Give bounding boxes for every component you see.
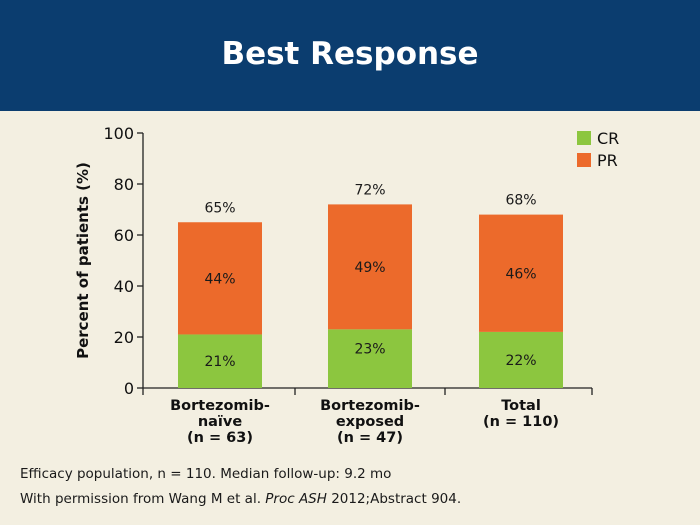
x-category-label: (n = 47) xyxy=(337,430,403,446)
stacked-bar-chart: 0 20 40 60 80 100 Percent of patients (%) 21% 44… xyxy=(74,124,619,446)
y-tick-label: 60 xyxy=(114,226,134,245)
total-data-label: 65% xyxy=(204,200,235,216)
y-tick-label: 20 xyxy=(114,328,134,347)
citation-text: With permission from Wang M et al. xyxy=(20,491,266,507)
slide-title: Best Response xyxy=(221,35,479,72)
legend-swatch-pr xyxy=(577,153,591,167)
legend-label-cr: CR xyxy=(597,129,619,148)
legend-swatch-cr xyxy=(577,131,591,145)
citation-journal: Proc ASH xyxy=(265,491,327,507)
cr-data-label: 23% xyxy=(354,342,385,358)
bar-cr xyxy=(178,334,262,388)
y-tick-label: 0 xyxy=(124,379,134,398)
y-tick-label: 40 xyxy=(114,277,134,296)
y-tick-label: 80 xyxy=(114,175,134,194)
x-category-label: Total xyxy=(501,398,541,414)
footnote-citation: With permission from Wang M et al. Proc … xyxy=(20,491,461,507)
bar-cr xyxy=(479,331,563,388)
pr-data-label: 49% xyxy=(354,260,385,276)
cr-data-label: 22% xyxy=(505,353,536,369)
x-category-label: naïve xyxy=(198,414,243,430)
x-category-label: exposed xyxy=(336,414,404,430)
bar-pr xyxy=(479,214,563,332)
pr-data-label: 44% xyxy=(204,271,235,287)
legend-label-pr: PR xyxy=(597,151,618,170)
bar-pr xyxy=(178,222,262,335)
pr-data-label: 46% xyxy=(505,266,536,282)
x-category-label: Bortezomib- xyxy=(170,398,270,414)
x-category-label: (n = 63) xyxy=(187,430,253,446)
x-category-label: Bortezomib- xyxy=(320,398,420,414)
bar-cr xyxy=(328,329,412,388)
total-data-label: 72% xyxy=(354,182,385,198)
title-banner: Best Response xyxy=(0,0,700,111)
y-tick-label: 100 xyxy=(103,124,134,143)
y-axis-label: Percent of patients (%) xyxy=(74,162,92,359)
total-data-label: 68% xyxy=(505,193,536,209)
cr-data-label: 21% xyxy=(204,354,235,370)
footnote-efficacy: Efficacy population, n = 110. Median fol… xyxy=(20,466,392,482)
bar-pr xyxy=(328,204,412,330)
x-category-label: (n = 110) xyxy=(483,414,559,430)
citation-detail: 2012;Abstract 904. xyxy=(326,491,462,507)
